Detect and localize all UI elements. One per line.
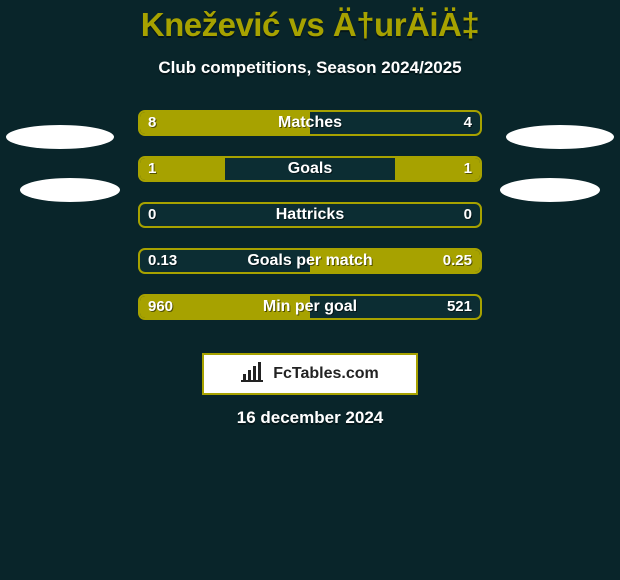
stat-row: 960521Min per goal — [0, 294, 620, 320]
stat-bar — [138, 156, 482, 182]
stat-value-left: 0.13 — [148, 248, 177, 274]
stat-value-right: 521 — [447, 294, 472, 320]
source-logo-text: FcTables.com — [273, 365, 379, 383]
stat-row: 11Goals — [0, 156, 620, 182]
stat-value-right: 4 — [464, 110, 472, 136]
barchart-icon — [241, 362, 267, 387]
page-title: Knežević vs Ä†urÄiÄ‡ — [0, 0, 620, 44]
stat-value-right: 0 — [464, 202, 472, 228]
stat-value-left: 960 — [148, 294, 173, 320]
stat-row: 00Hattricks — [0, 202, 620, 228]
stat-bar — [138, 110, 482, 136]
stat-value-left: 1 — [148, 156, 156, 182]
stat-bar-fill-left — [140, 112, 310, 134]
stat-value-right: 1 — [464, 156, 472, 182]
stat-value-left: 8 — [148, 110, 156, 136]
stat-value-right: 0.25 — [443, 248, 472, 274]
stat-bar — [138, 248, 482, 274]
stat-bar — [138, 202, 482, 228]
stat-row: 84Matches — [0, 110, 620, 136]
stat-row: 0.130.25Goals per match — [0, 248, 620, 274]
page-subtitle: Club competitions, Season 2024/2025 — [0, 58, 620, 78]
date-label: 16 december 2024 — [0, 408, 620, 428]
stat-bar — [138, 294, 482, 320]
stat-value-left: 0 — [148, 202, 156, 228]
comparison-card: Knežević vs Ä†urÄiÄ‡ Club competitions, … — [0, 0, 620, 580]
source-logo: FcTables.com — [202, 353, 418, 395]
